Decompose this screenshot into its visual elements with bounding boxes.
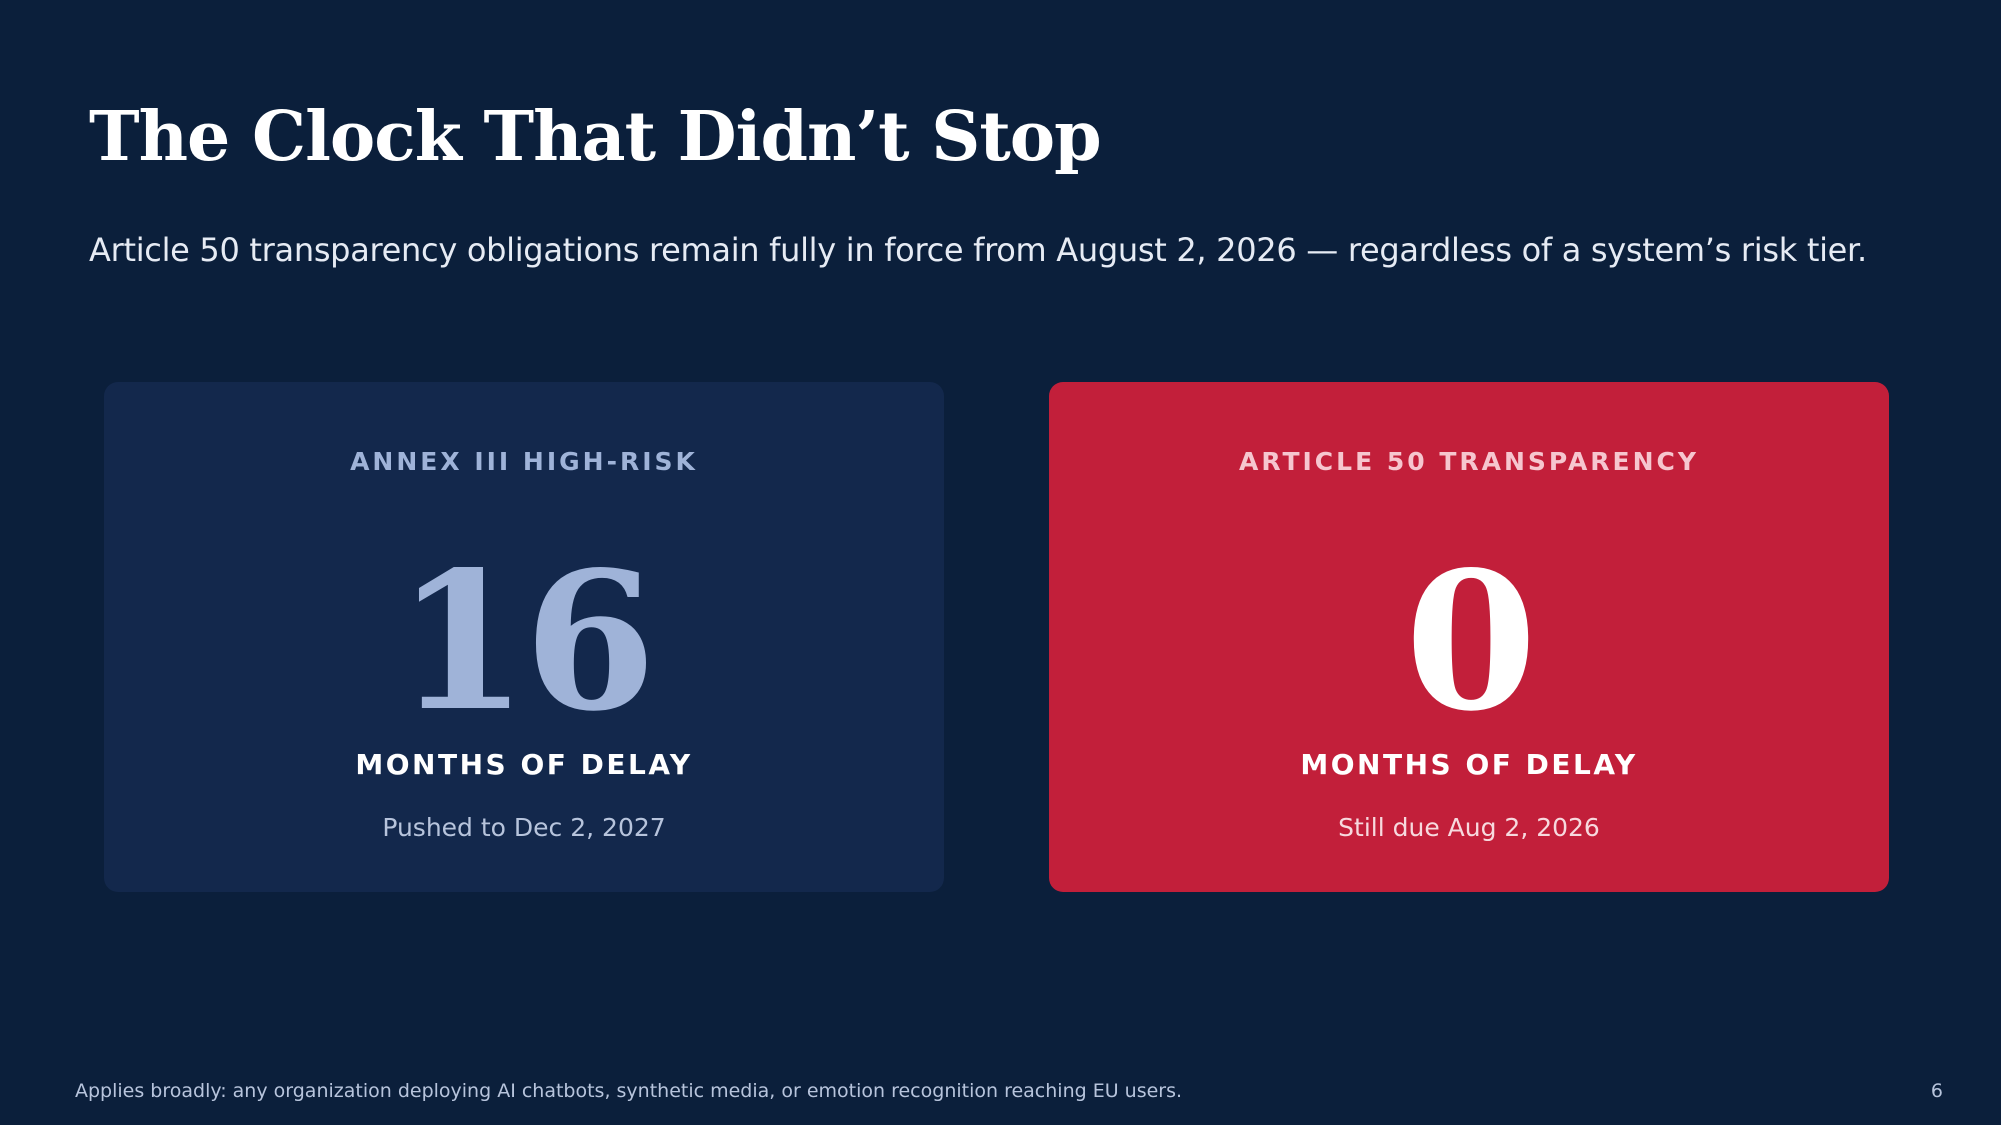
page-number: 6 bbox=[1930, 1080, 1943, 1102]
slide-title: The Clock That Didn’t Stop bbox=[89, 97, 1102, 177]
card-label: ARTICLE 50 TRANSPARENCY bbox=[1238, 447, 1700, 476]
card-unit: MONTHS OF DELAY bbox=[1300, 748, 1638, 781]
card-value: 0 bbox=[1404, 530, 1537, 753]
article-50-card: ARTICLE 50 TRANSPARENCY 0 MONTHS OF DELA… bbox=[1049, 382, 1889, 892]
slide-subtitle: Article 50 transparency obligations rema… bbox=[89, 231, 1867, 269]
card-unit: MONTHS OF DELAY bbox=[355, 748, 693, 781]
card-value: 16 bbox=[395, 530, 656, 753]
card-note: Still due Aug 2, 2026 bbox=[1338, 813, 1600, 842]
card-label: ANNEX III HIGH-RISK bbox=[350, 447, 698, 476]
footer-note: Applies broadly: any organization deploy… bbox=[75, 1080, 1183, 1102]
card-note: Pushed to Dec 2, 2027 bbox=[382, 813, 666, 842]
annex-iii-card: ANNEX III HIGH-RISK 16 MONTHS OF DELAY P… bbox=[104, 382, 944, 892]
